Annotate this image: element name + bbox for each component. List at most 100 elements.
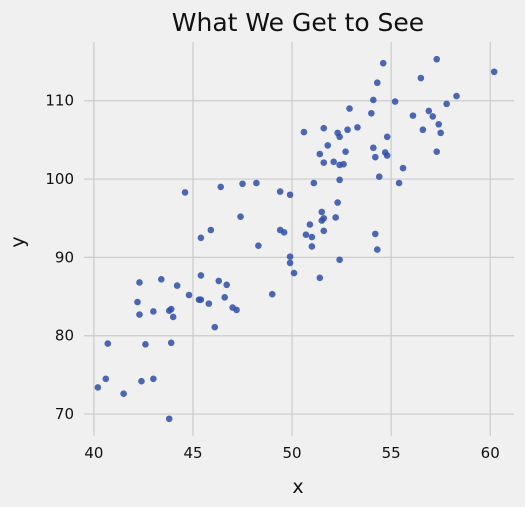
data-point — [185, 291, 193, 299]
data-point — [181, 189, 189, 196]
data-point — [435, 120, 443, 128]
y-tick-label: 90 — [55, 248, 74, 266]
data-point — [211, 323, 219, 331]
data-point — [290, 269, 298, 277]
x-tick-label: 55 — [382, 444, 401, 462]
data-point — [150, 375, 157, 383]
data-point — [142, 341, 149, 348]
data-point — [150, 308, 157, 315]
data-point — [395, 179, 403, 187]
data-point — [253, 179, 260, 187]
data-point — [336, 176, 343, 184]
x-tick-label: 60 — [481, 444, 500, 462]
data-point — [419, 126, 427, 134]
data-point — [157, 276, 165, 283]
data-point — [302, 231, 310, 238]
data-point — [306, 221, 314, 228]
data-point — [138, 377, 145, 385]
data-point — [354, 124, 361, 131]
data-point — [134, 298, 141, 306]
data-point — [330, 158, 337, 166]
data-point — [324, 142, 332, 149]
x-axis-label: x — [292, 476, 303, 498]
data-point — [320, 214, 328, 222]
data-point — [346, 105, 353, 112]
data-point — [165, 415, 173, 423]
data-point — [217, 183, 225, 191]
x-tick-label: 45 — [183, 444, 202, 462]
data-point — [371, 153, 379, 161]
data-point — [197, 296, 205, 304]
data-point — [429, 113, 437, 120]
data-point — [375, 173, 383, 181]
data-point — [207, 226, 215, 234]
data-point — [308, 243, 316, 250]
y-tick-labels: 70 80 90 100 110 — [45, 92, 74, 423]
y-tick-label: 110 — [45, 92, 74, 110]
data-point — [379, 59, 387, 67]
data-point — [120, 390, 127, 398]
data-point — [300, 128, 308, 136]
data-point — [320, 159, 328, 166]
data-point — [173, 282, 181, 289]
data-point — [368, 109, 375, 117]
data-point — [136, 311, 143, 318]
data-point — [373, 246, 381, 253]
data-point — [318, 208, 326, 216]
data-point — [255, 242, 262, 249]
data-point — [383, 133, 391, 141]
data-point — [433, 148, 441, 155]
data-point — [205, 300, 213, 307]
grid-lines — [84, 42, 514, 436]
data-point — [237, 213, 244, 220]
data-point — [336, 256, 343, 264]
data-point — [334, 199, 341, 206]
data-point — [169, 313, 177, 321]
y-axis-label: y — [7, 236, 29, 247]
data-point — [102, 375, 110, 383]
x-tick-label: 40 — [84, 444, 103, 462]
data-point — [94, 384, 102, 391]
data-point — [286, 259, 294, 267]
data-point — [320, 227, 328, 235]
data-point — [453, 92, 460, 100]
data-point — [316, 274, 324, 282]
data-point — [136, 279, 143, 286]
data-point — [490, 68, 498, 76]
data-point — [239, 180, 246, 188]
data-point — [268, 290, 276, 298]
data-point — [399, 164, 407, 172]
data-point — [340, 160, 347, 168]
data-point — [391, 98, 399, 105]
data-point — [370, 96, 377, 104]
data-point — [233, 306, 240, 314]
data-point — [344, 126, 351, 134]
data-point — [409, 112, 417, 119]
data-point — [433, 55, 441, 63]
data-point — [276, 188, 284, 195]
data-point — [437, 129, 444, 137]
chart-title: What We Get to See — [172, 8, 424, 37]
data-point — [342, 148, 349, 155]
data-point — [223, 281, 230, 289]
data-point — [286, 191, 294, 199]
data-point — [373, 79, 381, 87]
data-points — [94, 55, 498, 423]
data-point — [197, 234, 205, 242]
data-point — [316, 150, 324, 158]
data-point — [332, 214, 339, 221]
y-tick-label: 70 — [55, 405, 74, 423]
y-tick-label: 80 — [55, 327, 74, 345]
data-point — [443, 100, 450, 108]
data-point — [425, 107, 433, 115]
data-point — [197, 272, 205, 279]
y-tick-label: 100 — [45, 170, 74, 188]
data-point — [104, 340, 112, 347]
data-point — [221, 294, 228, 301]
data-point — [320, 124, 328, 132]
data-point — [370, 144, 377, 152]
x-tick-labels: 40 45 50 55 60 — [84, 444, 499, 462]
data-point — [286, 253, 294, 260]
